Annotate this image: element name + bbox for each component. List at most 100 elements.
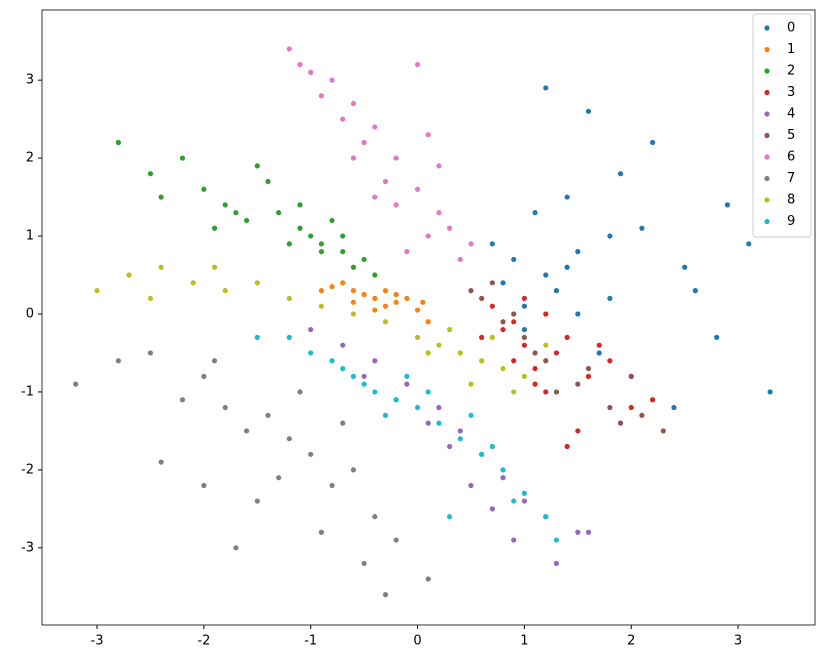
point [308, 326, 314, 333]
point [318, 529, 324, 535]
point [489, 303, 495, 309]
point [350, 100, 357, 107]
point [297, 61, 303, 68]
point [147, 350, 154, 356]
point [361, 381, 367, 387]
point [479, 295, 485, 302]
point [650, 397, 656, 403]
point [297, 389, 303, 395]
point [479, 451, 485, 457]
legend-box [752, 13, 812, 238]
point [543, 342, 549, 348]
point [420, 299, 426, 305]
point [521, 373, 527, 379]
point [254, 163, 260, 169]
point [286, 241, 292, 247]
point [414, 334, 421, 340]
point [372, 358, 378, 364]
point [575, 311, 581, 317]
point [414, 186, 421, 192]
point [350, 311, 357, 317]
point [457, 436, 463, 442]
x-tick-label: 2 [627, 634, 635, 649]
point [372, 389, 378, 395]
point [628, 404, 634, 411]
point [553, 560, 560, 567]
legend-label: 4 [787, 107, 795, 122]
point [468, 288, 474, 294]
point [607, 295, 613, 302]
point [308, 233, 314, 239]
point [254, 498, 260, 504]
point [414, 61, 421, 68]
point [329, 482, 335, 489]
x-tick-label: -3 [91, 634, 104, 649]
point [73, 381, 79, 387]
x-tick-label: -2 [197, 634, 210, 649]
point [543, 85, 549, 91]
legend-marker [764, 132, 770, 139]
point [425, 132, 431, 138]
point [714, 334, 720, 340]
legend-marker [764, 25, 770, 31]
legend-label: 8 [787, 193, 795, 208]
point [425, 576, 431, 582]
point [639, 412, 645, 418]
point [201, 373, 207, 379]
point [158, 194, 164, 200]
point [500, 475, 506, 481]
point [607, 358, 613, 364]
point [340, 365, 346, 372]
point [115, 358, 121, 364]
y-tick-label: -2 [21, 462, 34, 477]
point [650, 139, 656, 146]
point [393, 202, 399, 208]
point [414, 404, 421, 411]
point [393, 299, 399, 305]
point [404, 381, 410, 387]
point [350, 299, 357, 305]
point [393, 155, 399, 161]
legend-label: 3 [787, 85, 795, 100]
point [211, 264, 218, 270]
point [489, 506, 495, 512]
point [318, 93, 324, 99]
point [575, 381, 581, 387]
point [532, 210, 538, 216]
point [115, 139, 121, 146]
point [692, 288, 698, 294]
point [585, 108, 592, 114]
legend-marker [764, 175, 770, 182]
point [329, 358, 335, 364]
point [340, 116, 346, 122]
point [575, 428, 581, 434]
x-tick-label: -1 [304, 634, 317, 649]
y-tick-label: 1 [26, 229, 34, 244]
point [286, 334, 292, 340]
point [575, 529, 581, 535]
point [361, 373, 367, 379]
point [489, 334, 495, 340]
point [511, 311, 517, 317]
point [179, 155, 186, 161]
point [126, 272, 132, 278]
point [190, 280, 196, 286]
point [617, 171, 624, 177]
point [521, 490, 527, 496]
point [447, 225, 453, 231]
point [340, 233, 346, 239]
y-tick-label: -3 [21, 540, 34, 555]
point [553, 350, 560, 356]
point [265, 412, 271, 418]
point [457, 350, 463, 356]
point [489, 241, 495, 247]
point [254, 334, 260, 340]
point [553, 537, 560, 543]
point [479, 334, 485, 340]
point [521, 295, 527, 302]
point [639, 225, 645, 231]
point [297, 225, 303, 231]
point [425, 350, 431, 356]
point [575, 249, 581, 255]
